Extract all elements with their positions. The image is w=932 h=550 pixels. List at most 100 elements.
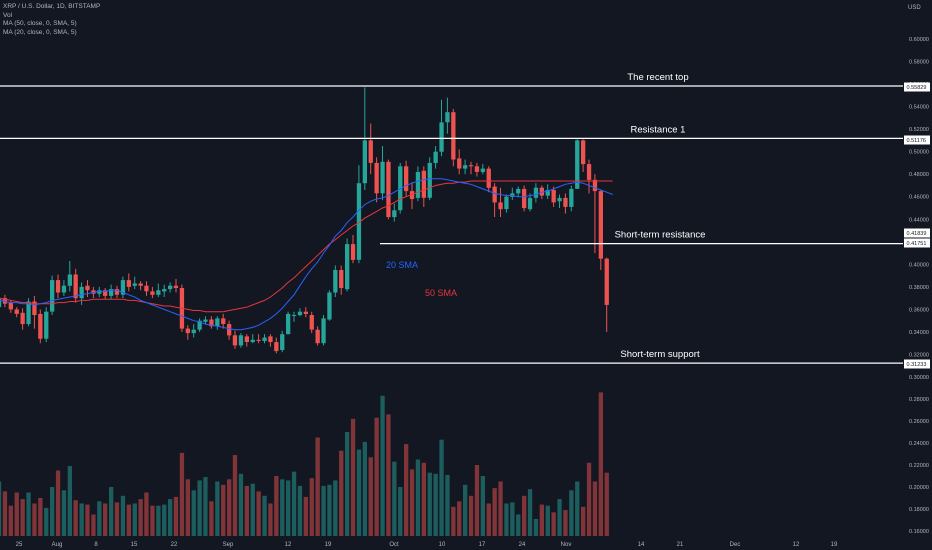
volume-bar: [191, 490, 196, 536]
y-axis-tick-label: 0.38000: [909, 285, 929, 291]
volume-bar: [362, 441, 367, 536]
volume-bar: [55, 470, 61, 536]
candle-body: [162, 289, 167, 292]
price-label-text: 0.41751: [907, 241, 927, 247]
candle-body: [415, 172, 421, 198]
volume-bar: [114, 502, 120, 536]
volume-bar: [321, 485, 326, 536]
volume-bar: [238, 473, 244, 536]
volume-bar: [286, 480, 291, 536]
volume-bar: [374, 417, 379, 536]
candle-body: [433, 151, 438, 163]
candle-body: [592, 179, 598, 192]
candle-body: [350, 244, 356, 260]
candle-body: [73, 274, 78, 299]
x-axis-tick-label: Aug: [52, 542, 63, 548]
volume-bar: [73, 500, 78, 536]
candle-body: [2, 298, 8, 304]
volume-bar: [32, 503, 37, 536]
y-axis-tick-label: 0.34000: [909, 330, 929, 336]
volume-bar: [551, 512, 556, 536]
candle-body: [321, 318, 326, 344]
volume-bar: [2, 491, 8, 536]
candle-body: [173, 285, 179, 288]
candle-body: [333, 270, 338, 293]
volume-bar: [197, 480, 202, 536]
volume-bar: [250, 483, 255, 536]
sma50-annotation: 50 SMA: [425, 288, 457, 298]
volume-bar: [575, 481, 580, 536]
candle-body: [516, 188, 521, 194]
volume-bar: [463, 484, 468, 536]
y-axis-tick-label: 0.44000: [909, 217, 929, 223]
candle-body: [439, 122, 444, 152]
candle-body: [522, 188, 527, 209]
volume-bar: [150, 505, 155, 536]
x-axis-tick-label: 19: [325, 542, 332, 548]
y-axis-tick-label: 0.40000: [909, 262, 929, 268]
volume-bar: [492, 488, 497, 536]
x-axis-tick-label: Oct: [389, 542, 399, 548]
candle-body: [0, 298, 2, 308]
volume-bar: [173, 496, 179, 536]
candle-body: [20, 312, 25, 325]
volume-bar: [386, 414, 391, 536]
x-axis-tick-label: 25: [16, 542, 23, 548]
candle-body: [297, 311, 303, 316]
volume-bar: [138, 499, 143, 536]
volume-bar: [0, 481, 2, 536]
volume-bar: [50, 487, 55, 536]
y-axis-tick-label: 0.52000: [909, 127, 929, 133]
candle-body: [480, 168, 485, 172]
volume-bar: [480, 476, 485, 536]
candle-body: [138, 283, 143, 286]
candle-body: [409, 191, 415, 199]
volume-bar: [79, 503, 84, 536]
candle-body: [362, 140, 367, 184]
volume-bar: [327, 484, 332, 536]
candle-body: [345, 244, 350, 290]
x-axis-tick-label: Dec: [730, 542, 741, 548]
volume-bar: [297, 485, 303, 536]
volume-bar: [8, 505, 13, 536]
volume-bar: [215, 481, 220, 536]
candle-body: [55, 280, 61, 293]
volume-axis-tick-label: 0.20000: [909, 485, 929, 491]
volume-bar: [380, 395, 385, 536]
volume-bar: [20, 499, 25, 536]
candle-body: [309, 315, 314, 330]
level-label: The recent top: [627, 72, 688, 83]
volume-bar: [256, 491, 261, 536]
volume-bar: [569, 490, 574, 536]
volume-bar: [97, 501, 102, 536]
volume-bar: [563, 510, 568, 536]
candle-body: [232, 335, 238, 346]
candle-body: [85, 285, 90, 291]
volume-bar: [262, 495, 267, 536]
y-axis-tick-label: 0.54000: [909, 105, 929, 111]
level-label: Short-term support: [620, 349, 700, 360]
volume-bar: [303, 496, 308, 536]
volume-bar: [510, 502, 515, 536]
candle-body: [215, 318, 220, 327]
price-label-box: [904, 238, 930, 248]
candle-body: [327, 292, 332, 320]
volume-bar: [439, 439, 444, 536]
volume-bar: [451, 506, 456, 536]
volume-bar: [280, 479, 285, 536]
volume-bar: [586, 462, 592, 536]
volume-bar: [268, 503, 273, 536]
volume-axis-tick-label: 0.28000: [909, 397, 929, 403]
volume-bar: [67, 466, 72, 536]
volume-bar: [539, 504, 544, 536]
candle-body: [79, 286, 84, 299]
volume-bar: [356, 449, 362, 536]
candle-body: [445, 112, 450, 123]
currency-label: USD: [908, 5, 921, 11]
candle-body: [262, 337, 267, 341]
candle-body: [109, 289, 114, 296]
candle-body: [563, 197, 568, 207]
volume-bar: [209, 501, 214, 536]
candle-body: [504, 196, 509, 210]
